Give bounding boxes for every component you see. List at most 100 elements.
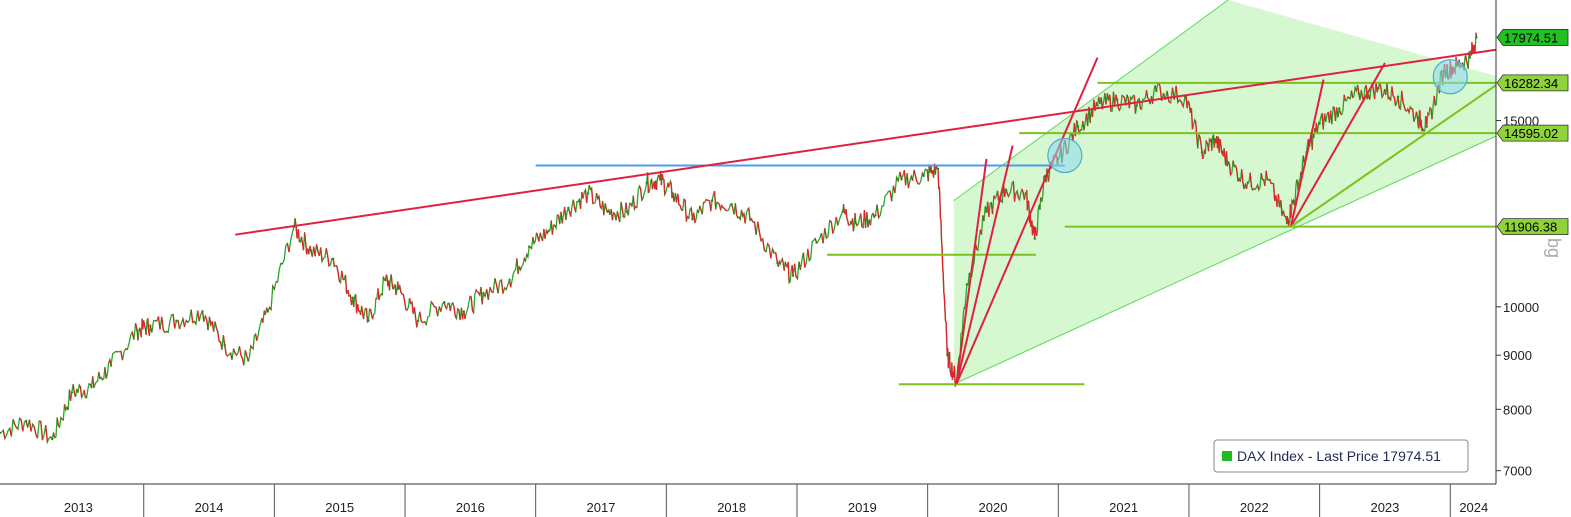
legend-swatch <box>1222 451 1232 461</box>
channel-lower-edge <box>953 135 1497 385</box>
data-point <box>1357 92 1361 95</box>
data-point <box>1096 104 1099 107</box>
data-point <box>1338 107 1341 110</box>
x-tick-label: 2019 <box>848 500 877 515</box>
channel-fill <box>953 0 1496 385</box>
data-point <box>1226 160 1230 164</box>
data-point <box>658 178 662 181</box>
data-point <box>691 218 694 221</box>
price-line-down <box>2 32 1478 443</box>
highlight-circles <box>1047 59 1468 174</box>
data-point <box>815 241 818 244</box>
data-point <box>586 192 590 195</box>
data-point <box>1416 116 1419 119</box>
data-point <box>547 229 550 232</box>
data-point <box>266 310 270 313</box>
trend-line <box>1290 84 1497 228</box>
price-tags: 17974.51 16282.34 14595.02 11906.38 <box>1496 29 1569 236</box>
trend-line <box>1289 79 1325 227</box>
x-tick-label: 2016 <box>456 500 485 515</box>
x-tick-label: 2023 <box>1370 500 1399 515</box>
data-point <box>776 261 779 265</box>
data-point <box>841 210 844 213</box>
data-point <box>985 210 988 213</box>
data-point <box>1033 237 1036 240</box>
data-point <box>1266 178 1269 181</box>
data-point <box>175 319 178 323</box>
price-tag-label: 17974.51 <box>1504 30 1558 45</box>
data-point <box>1115 98 1119 101</box>
data-point <box>24 419 28 423</box>
data-point <box>710 199 714 202</box>
data-point <box>750 218 753 221</box>
price-tag <box>1496 29 1569 46</box>
data-point <box>965 283 969 286</box>
data-point <box>309 249 313 252</box>
channel-layer <box>953 0 1497 385</box>
data-point <box>1377 86 1380 90</box>
data-point <box>1425 125 1428 128</box>
data-point <box>1475 36 1478 39</box>
data-point <box>149 324 152 327</box>
data-point <box>1292 199 1295 202</box>
price-tag-label: 11906.38 <box>1504 220 1557 235</box>
x-tick-label: 2015 <box>325 500 354 515</box>
highlight-circle <box>1047 137 1083 174</box>
x-tick-label: 2020 <box>979 500 1008 515</box>
y-tick-label: 9000 <box>1503 348 1532 363</box>
data-point <box>70 391 74 394</box>
data-point <box>443 301 446 304</box>
data-point <box>1004 188 1008 192</box>
data-point <box>508 278 511 282</box>
x-tick-label: 2014 <box>195 500 224 515</box>
trend-line <box>955 158 988 385</box>
trend-line <box>1290 62 1386 228</box>
data-point <box>109 364 113 367</box>
legend: DAX Index - Last Price 17974.51 <box>1213 439 1469 473</box>
data-point <box>416 319 420 323</box>
data-point <box>1200 151 1204 154</box>
data-point <box>854 221 857 225</box>
data-point <box>900 178 903 181</box>
data-point <box>90 385 93 389</box>
data-point <box>1318 122 1321 125</box>
data-point <box>1396 95 1400 98</box>
x-tick-label: 2024 <box>1459 500 1488 515</box>
y-tick-label: 7000 <box>1503 464 1532 479</box>
legend-box <box>1213 439 1469 473</box>
channel-upper-edge <box>953 0 1229 202</box>
data-point <box>367 319 370 323</box>
data-point <box>645 181 648 184</box>
trend-line <box>235 48 1497 236</box>
y-tick-label: 10000 <box>1503 300 1539 315</box>
data-point <box>936 167 940 171</box>
data-point <box>247 359 250 362</box>
price-tag-label: 16282.34 <box>1504 76 1558 91</box>
x-tick-label: 2017 <box>587 500 616 515</box>
data-point <box>351 296 354 299</box>
y-axis-title: bg <box>1544 238 1564 258</box>
price-series <box>0 32 1478 445</box>
data-point <box>730 203 733 206</box>
data-point <box>606 210 609 213</box>
data-point <box>482 292 485 295</box>
data-point <box>567 206 570 210</box>
data-point <box>527 245 531 248</box>
data-point <box>51 437 54 441</box>
data-point <box>1468 56 1472 59</box>
trend-line <box>955 145 1014 385</box>
data-point <box>1285 221 1289 225</box>
price-tag-label: 14595.02 <box>1504 126 1558 141</box>
x-tick-label: 2022 <box>1240 500 1269 515</box>
data-point <box>1024 192 1027 195</box>
annotation-lines <box>235 48 1497 386</box>
x-tick-label: 2018 <box>717 500 746 515</box>
data-point <box>625 210 629 213</box>
data-point <box>791 274 795 277</box>
data-point <box>331 257 335 261</box>
y-tick-label: 8000 <box>1503 402 1532 417</box>
price-tag <box>1496 74 1569 92</box>
x-tick-label: 2021 <box>1109 500 1138 515</box>
